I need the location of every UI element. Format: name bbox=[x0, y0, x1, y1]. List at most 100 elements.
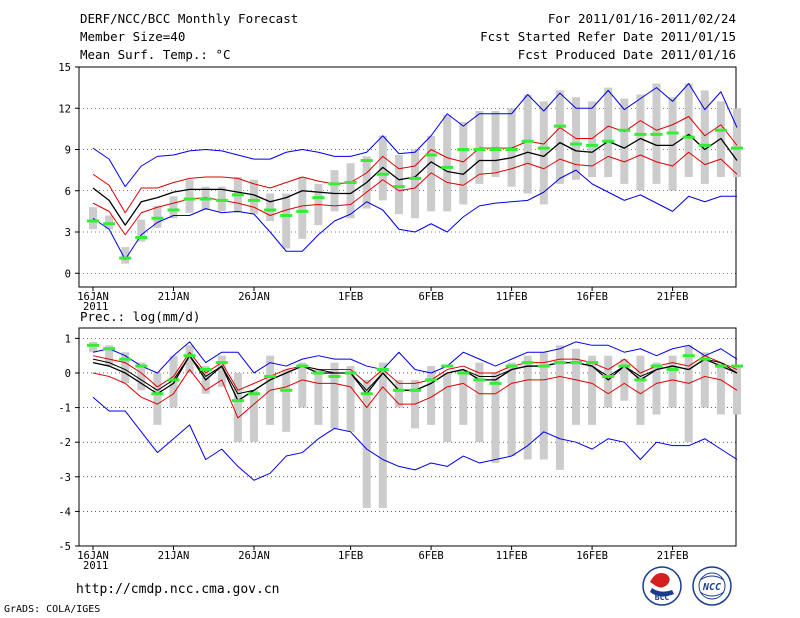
spread-bar bbox=[233, 372, 242, 443]
y-tick-label: -4 bbox=[58, 506, 71, 518]
x-tick-label: 21FEB bbox=[657, 291, 689, 303]
series-line-max bbox=[92, 83, 738, 188]
spread-bar bbox=[507, 108, 516, 187]
produced-date: Fcst Produced Date 2011/01/16 bbox=[517, 47, 736, 62]
plot-frame bbox=[78, 327, 737, 547]
y-tick-label: 6 bbox=[65, 186, 71, 198]
y-tick-label: 3 bbox=[65, 227, 71, 239]
spread-bar bbox=[394, 155, 403, 215]
spread-bar bbox=[475, 362, 484, 443]
spread-bar bbox=[588, 101, 597, 177]
x-tick-label: 16JAN bbox=[77, 291, 109, 303]
spread-bar bbox=[105, 345, 114, 367]
x-tick-label: 26JAN bbox=[238, 550, 270, 562]
spread-bar bbox=[507, 362, 516, 457]
spread-bar bbox=[346, 163, 355, 219]
spread-bar bbox=[185, 179, 194, 213]
spread-bar bbox=[266, 193, 275, 221]
member-size: Member Size=40 bbox=[80, 29, 186, 44]
spread-bar bbox=[539, 101, 548, 205]
refer-date: Fcst Started Refer Date 2011/01/15 bbox=[480, 29, 736, 44]
y-tick-label: 9 bbox=[65, 145, 71, 157]
y-tick-label: 12 bbox=[58, 103, 71, 115]
spread-bar bbox=[588, 355, 597, 425]
x-tick-label: 11FEB bbox=[496, 550, 528, 562]
spread-bar bbox=[684, 345, 693, 443]
spread-bar bbox=[700, 352, 709, 408]
spread-bar bbox=[491, 111, 500, 177]
ncc-logo: NCC bbox=[692, 566, 732, 606]
spread-bar bbox=[475, 111, 484, 184]
spread-bar bbox=[362, 379, 371, 508]
x-year-label: 2011 bbox=[83, 560, 108, 572]
spread-bar bbox=[443, 372, 452, 443]
grads-credit: GrADS: COLA/IGES bbox=[4, 604, 101, 615]
variable-label: Mean Surf. Temp.: °C bbox=[80, 47, 231, 62]
ncc-logo-text: NCC bbox=[702, 582, 721, 593]
x-tick-label: 1FEB bbox=[338, 291, 363, 303]
x-tick-label: 6FEB bbox=[418, 291, 443, 303]
spread-bar bbox=[282, 369, 291, 432]
spread-bar bbox=[427, 135, 436, 212]
spread-bar bbox=[636, 355, 645, 425]
precip-panel-title: Prec.: log(mm/d) bbox=[80, 309, 201, 324]
spread-bar bbox=[169, 196, 178, 219]
y-tick-label: 0 bbox=[65, 368, 71, 380]
spread-bar bbox=[169, 355, 178, 408]
chart-title: DERF/NCC/BCC Monthly Forecast bbox=[80, 11, 299, 26]
x-tick-label: 16FEB bbox=[576, 291, 608, 303]
y-tick-label: 15 bbox=[58, 62, 71, 74]
x-year-label: 2011 bbox=[83, 301, 108, 313]
spread-bar bbox=[652, 362, 661, 415]
spread-bar bbox=[250, 390, 258, 443]
series-line-min bbox=[92, 169, 737, 260]
x-tick-label: 11FEB bbox=[496, 291, 528, 303]
spread-bar bbox=[491, 372, 500, 463]
spread-bar bbox=[250, 179, 258, 215]
x-tick-label: 16JAN bbox=[77, 550, 109, 562]
spread-bar bbox=[330, 170, 339, 212]
x-tick-label: 1FEB bbox=[338, 550, 363, 562]
temperature-panel: 0 3 6 9 12 15 16JAN 21JAN 26JAN 1FEB 6FEB 11FEB 16FE… bbox=[58, 62, 743, 313]
spread-bar bbox=[523, 355, 532, 460]
y-tick-label: -1 bbox=[58, 403, 71, 415]
spread-bar bbox=[314, 369, 323, 425]
spread-bar bbox=[555, 345, 564, 470]
spread-bar bbox=[636, 94, 645, 191]
spread-bar bbox=[378, 362, 387, 508]
spread-bar bbox=[604, 87, 613, 177]
spread-bar bbox=[153, 372, 162, 425]
spread-bar bbox=[121, 247, 130, 264]
y-tick-label: -3 bbox=[58, 472, 71, 484]
spread-bar bbox=[459, 369, 468, 425]
spread-bar bbox=[298, 177, 307, 239]
spread-bar bbox=[346, 366, 355, 432]
y-tick-label: -2 bbox=[58, 437, 71, 449]
spread-bar bbox=[459, 122, 468, 205]
spread-bar bbox=[443, 115, 452, 212]
spread-bar bbox=[668, 355, 677, 408]
x-tick-label: 16FEB bbox=[576, 550, 608, 562]
bcc-logo-text: BCC bbox=[655, 593, 670, 602]
spread-bar bbox=[282, 193, 291, 249]
series-line-min bbox=[92, 396, 738, 481]
spread-bar bbox=[668, 97, 677, 191]
source-url[interactable]: http://cmdp.ncc.cma.gov.cn bbox=[76, 582, 280, 597]
spread-bar bbox=[539, 352, 548, 460]
spread-bar bbox=[716, 362, 725, 415]
series-line-upper bbox=[92, 351, 738, 391]
spread-bar bbox=[394, 379, 403, 408]
spread-bar bbox=[330, 362, 339, 429]
bcc-logo: BCC bbox=[642, 566, 682, 606]
y-tick-label: -5 bbox=[58, 541, 71, 553]
y-tick-label: 0 bbox=[65, 268, 71, 280]
x-tick-label: 21JAN bbox=[158, 550, 190, 562]
series-line-lower bbox=[92, 369, 738, 419]
spread-bar bbox=[733, 108, 741, 177]
y-tick-label: 1 bbox=[65, 333, 71, 345]
spread-bar bbox=[684, 83, 693, 177]
spread-bar bbox=[555, 90, 564, 184]
spread-bar bbox=[89, 341, 97, 353]
forecast-period: For 2011/01/16-2011/02/24 bbox=[547, 11, 736, 26]
